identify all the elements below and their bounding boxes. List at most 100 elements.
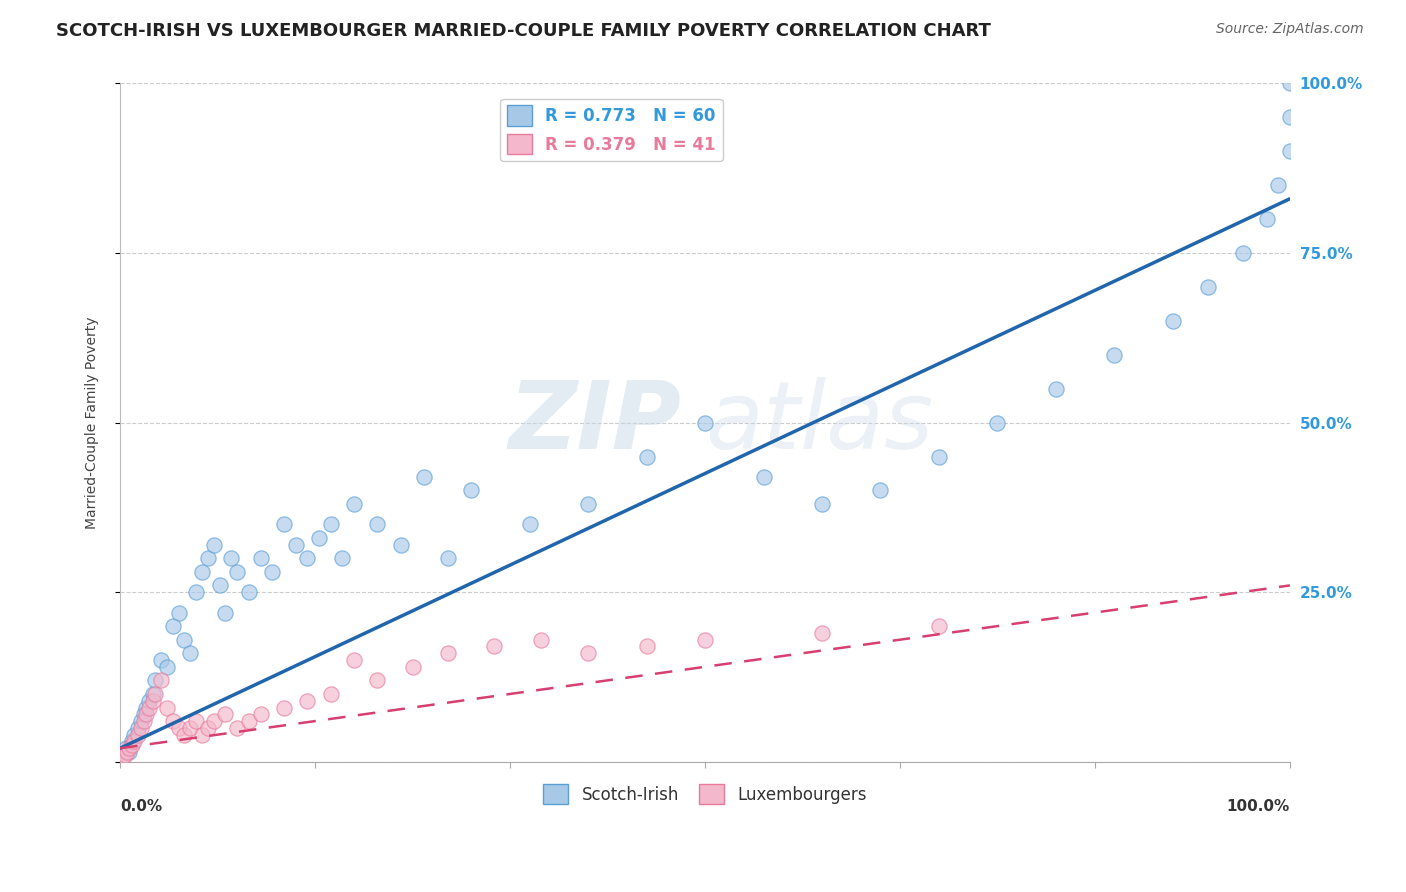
Legend: Scotch-Irish, Luxembourgers: Scotch-Irish, Luxembourgers [537, 778, 873, 811]
Text: SCOTCH-IRISH VS LUXEMBOURGER MARRIED-COUPLE FAMILY POVERTY CORRELATION CHART: SCOTCH-IRISH VS LUXEMBOURGER MARRIED-COU… [56, 22, 991, 40]
Point [636, 450, 658, 464]
Point [226, 721, 249, 735]
Point [118, 741, 141, 756]
Point [986, 416, 1008, 430]
Point [156, 660, 179, 674]
Point [142, 694, 165, 708]
Point [121, 734, 143, 748]
Point [752, 470, 775, 484]
Point [1232, 246, 1254, 260]
Point [869, 483, 891, 498]
Point [693, 632, 716, 647]
Text: 100.0%: 100.0% [1226, 799, 1289, 814]
Point [114, 747, 136, 762]
Point [273, 700, 295, 714]
Point [219, 551, 242, 566]
Point [111, 751, 134, 765]
Point [122, 734, 145, 748]
Point [173, 632, 195, 647]
Point [162, 714, 184, 728]
Text: Source: ZipAtlas.com: Source: ZipAtlas.com [1216, 22, 1364, 37]
Point [1278, 145, 1301, 159]
Point [297, 551, 319, 566]
Point [238, 585, 260, 599]
Text: 0.0%: 0.0% [120, 799, 162, 814]
Point [179, 721, 201, 735]
Point [138, 694, 160, 708]
Point [1197, 280, 1219, 294]
Point [208, 578, 231, 592]
Point [214, 606, 236, 620]
Point [150, 653, 173, 667]
Point [143, 687, 166, 701]
Point [143, 673, 166, 688]
Point [530, 632, 553, 647]
Point [238, 714, 260, 728]
Point [191, 728, 214, 742]
Point [191, 565, 214, 579]
Text: ZIP: ZIP [509, 376, 682, 468]
Point [132, 707, 155, 722]
Point [319, 687, 342, 701]
Point [167, 606, 190, 620]
Point [436, 646, 458, 660]
Point [928, 619, 950, 633]
Point [262, 565, 284, 579]
Point [693, 416, 716, 430]
Point [179, 646, 201, 660]
Point [519, 517, 541, 532]
Point [202, 538, 225, 552]
Point [173, 728, 195, 742]
Point [366, 673, 388, 688]
Point [118, 745, 141, 759]
Point [308, 531, 330, 545]
Point [1045, 382, 1067, 396]
Point [576, 646, 599, 660]
Point [202, 714, 225, 728]
Point [366, 517, 388, 532]
Point [343, 653, 366, 667]
Point [115, 745, 138, 759]
Point [319, 517, 342, 532]
Point [214, 707, 236, 722]
Point [1104, 348, 1126, 362]
Point [138, 700, 160, 714]
Point [1256, 212, 1278, 227]
Point [1278, 77, 1301, 91]
Point [186, 585, 208, 599]
Point [332, 551, 354, 566]
Point [129, 714, 152, 728]
Point [156, 700, 179, 714]
Point [401, 660, 423, 674]
Point [167, 721, 190, 735]
Point [150, 673, 173, 688]
Point [197, 721, 219, 735]
Point [249, 551, 271, 566]
Point [186, 714, 208, 728]
Point [484, 640, 506, 654]
Point [1161, 314, 1184, 328]
Point [121, 738, 143, 752]
Point [284, 538, 307, 552]
Text: atlas: atlas [704, 377, 934, 468]
Point [135, 700, 157, 714]
Point [636, 640, 658, 654]
Point [135, 707, 157, 722]
Point [115, 741, 138, 756]
Point [389, 538, 412, 552]
Point [436, 551, 458, 566]
Point [127, 728, 149, 742]
Point [112, 747, 135, 762]
Point [928, 450, 950, 464]
Point [460, 483, 482, 498]
Point [129, 721, 152, 735]
Point [249, 707, 271, 722]
Point [142, 687, 165, 701]
Point [132, 714, 155, 728]
Point [297, 694, 319, 708]
Point [127, 721, 149, 735]
Y-axis label: Married-Couple Family Poverty: Married-Couple Family Poverty [86, 317, 100, 529]
Point [811, 497, 834, 511]
Point [122, 728, 145, 742]
Point [1267, 178, 1289, 193]
